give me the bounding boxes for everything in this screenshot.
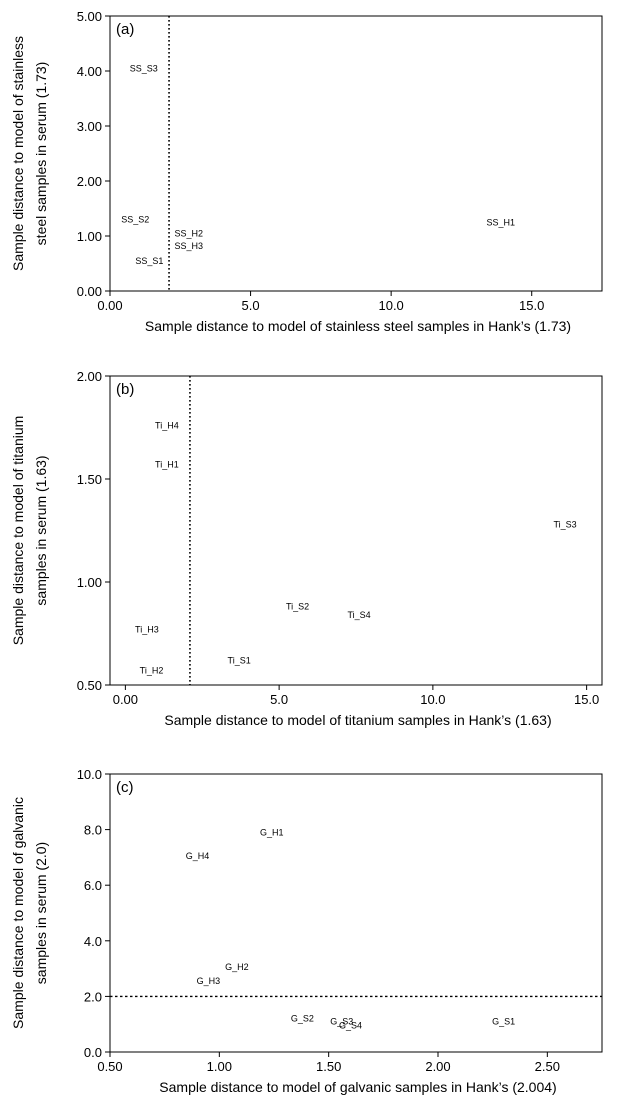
x-tick-label: 10.0 (378, 298, 403, 313)
y-tick-label: 0.0 (84, 1045, 102, 1060)
panel-3: 0.50 1.00 1.50 2.00 2.50 0.0 2.0 4.0 6.0 8.0 10.0 G… (10, 767, 603, 1095)
panel-label: (b) (116, 381, 134, 398)
x-tick-label: 0.00 (97, 298, 122, 313)
plot-frame (109, 15, 603, 292)
y-axis-title: steel samples in serum (1.73) (33, 62, 49, 246)
point-label: Ti_S4 (347, 610, 370, 620)
point-label: Ti_H3 (135, 624, 159, 634)
point-label: G_S1 (492, 1016, 515, 1026)
x-tick-label: 2.50 (535, 1059, 560, 1074)
x-tick-label: 1.00 (207, 1059, 232, 1074)
y-tick-label: 1.50 (77, 472, 102, 487)
panel-label: (c) (116, 779, 134, 796)
x-tick-label: 0.50 (97, 1059, 122, 1074)
panel-2: 0.00 5.0 10.0 15.0 0.50 1.00 1.50 2.00 Ti_H4 Ti_H… (10, 369, 603, 728)
y-tick-label: 8.0 (84, 823, 102, 838)
point-label: Ti_S2 (286, 602, 309, 612)
point-label: G_S3 (330, 1016, 353, 1026)
x-tick-label: 10.0 (420, 692, 445, 707)
y-tick-label: 5.00 (77, 9, 102, 24)
point-label: G_S2 (291, 1014, 314, 1024)
y-tick-label: 4.00 (77, 64, 102, 79)
point-label: Ti_S3 (554, 519, 577, 529)
point-label: G_S4 (339, 1021, 362, 1031)
plot-frame (109, 773, 603, 1053)
y-tick-label: 1.00 (77, 229, 102, 244)
point-label: SS_S3 (130, 63, 158, 73)
y-tick-label: 0.00 (77, 284, 102, 299)
point-label: G_H4 (186, 851, 210, 861)
point-label: SS_S1 (135, 256, 163, 266)
y-tick-label: 3.00 (77, 119, 102, 134)
panel-1: 0.00 5.0 10.0 15.0 0.00 1.00 2.00 3.00 4.00 5.00 S… (10, 9, 603, 334)
y-tick-label: 6.0 (84, 878, 102, 893)
y-tick-label: 2.0 (84, 989, 102, 1004)
point-label: SS_S2 (121, 215, 149, 225)
y-tick-label: 2.00 (77, 174, 102, 189)
point-label: Ti_H2 (140, 666, 164, 676)
y-tick-label: 1.00 (77, 575, 102, 590)
x-axis-title: Sample distance to model of galvanic sam… (159, 1079, 556, 1095)
point-label: SS_H3 (174, 241, 203, 251)
x-axis-title: Sample distance to model of titanium sam… (164, 712, 551, 728)
x-tick-label: 5.0 (242, 298, 260, 313)
y-tick-label: 4.0 (84, 934, 102, 949)
x-tick-label: 5.0 (270, 692, 288, 707)
point-label: Ti_H1 (155, 460, 179, 470)
x-tick-label: 1.50 (316, 1059, 341, 1074)
plot-frame (109, 375, 603, 686)
y-axis-title: samples in serum (2.0) (33, 842, 49, 984)
y-tick-label: 2.00 (77, 369, 102, 384)
y-tick-label: 0.50 (77, 678, 102, 693)
y-axis-title: Sample distance to model of galvanic (10, 797, 26, 1029)
point-label: G_H1 (260, 827, 284, 837)
x-tick-label: 15.0 (519, 298, 544, 313)
point-label: G_H2 (225, 962, 249, 972)
point-label: SS_H1 (487, 217, 516, 227)
y-axis-title: Sample distance to model of titanium (10, 416, 26, 646)
point-label: Ti_H4 (155, 420, 179, 430)
x-tick-label: 0.00 (113, 692, 138, 707)
y-axis-title: samples in serum (1.63) (33, 455, 49, 605)
x-tick-label: 15.0 (574, 692, 599, 707)
point-label: Ti_S1 (228, 655, 251, 665)
y-tick-label: 10.0 (77, 767, 102, 782)
panel-label: (a) (116, 21, 134, 38)
y-axis-title: Sample distance to model of stainless (10, 36, 26, 271)
point-label: G_H3 (197, 976, 221, 986)
x-axis-title: Sample distance to model of stainless st… (145, 318, 571, 334)
x-tick-label: 2.00 (425, 1059, 450, 1074)
point-label: SS_H2 (174, 228, 203, 238)
